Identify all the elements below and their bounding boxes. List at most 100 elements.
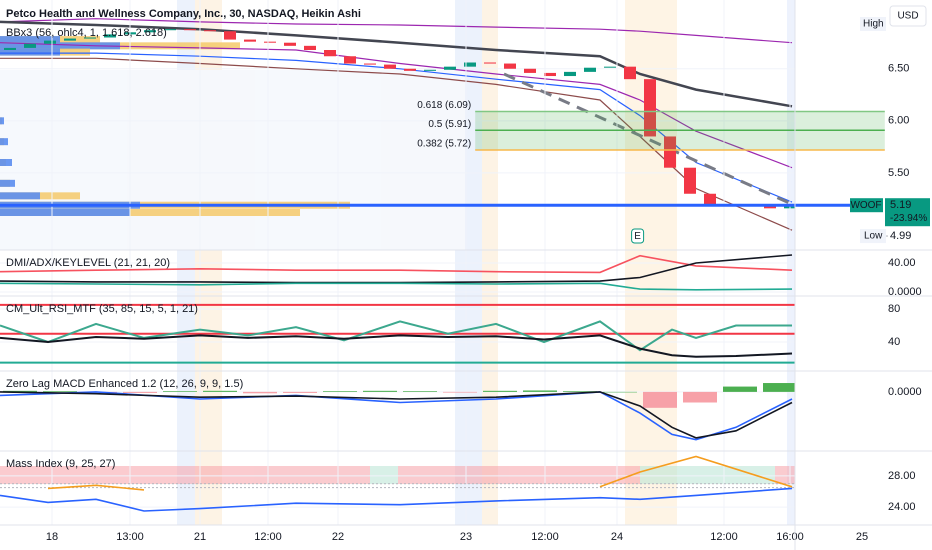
y-tick-label: 6.50 bbox=[888, 63, 909, 75]
x-tick-label: 23 bbox=[460, 531, 472, 543]
series-line bbox=[0, 320, 792, 352]
candle-body bbox=[364, 63, 376, 65]
y-tick-label: 0.0000 bbox=[888, 386, 922, 398]
candle-body bbox=[284, 42, 296, 46]
state-band bbox=[398, 466, 640, 484]
candle-body bbox=[504, 63, 516, 69]
series-line bbox=[0, 282, 793, 291]
volume-bar bbox=[0, 192, 40, 200]
last-price: 5.19 bbox=[890, 199, 911, 211]
earnings-label: E bbox=[634, 231, 641, 242]
candle-body bbox=[424, 69, 436, 71]
x-tick-label: 25 bbox=[856, 531, 868, 543]
x-tick-label: 24 bbox=[611, 531, 623, 543]
state-band bbox=[0, 466, 370, 484]
histogram-bar bbox=[523, 390, 557, 392]
series-line bbox=[0, 391, 793, 439]
series-line bbox=[503, 72, 793, 206]
fib-label: 0.618 (6.09) bbox=[417, 100, 471, 111]
candle-body bbox=[164, 29, 176, 31]
candle-body bbox=[484, 62, 496, 64]
volume-bar bbox=[0, 48, 60, 56]
candle-body bbox=[544, 72, 556, 77]
volume-bar bbox=[0, 159, 12, 166]
histogram-bar bbox=[123, 391, 157, 393]
x-tick-label: 16:00 bbox=[776, 531, 804, 543]
candle-body bbox=[104, 34, 116, 38]
volume-bar bbox=[0, 209, 130, 216]
indicator-title: DMI/ADX/KEYLEVEL (21, 21, 20) bbox=[6, 257, 170, 269]
histogram-bar bbox=[403, 391, 437, 392]
candle-body bbox=[184, 29, 196, 31]
histogram-bar bbox=[723, 386, 757, 392]
series-line bbox=[0, 334, 793, 358]
candle-body bbox=[464, 62, 476, 67]
histogram-bar bbox=[443, 391, 477, 393]
candle-body bbox=[584, 67, 596, 72]
candle-body bbox=[444, 66, 456, 70]
high-tag bbox=[860, 17, 886, 31]
volume-bar bbox=[0, 209, 300, 216]
currency-button[interactable] bbox=[889, 5, 927, 27]
volume-bar bbox=[0, 138, 8, 146]
candle-body bbox=[4, 47, 16, 50]
histogram-bar bbox=[243, 391, 277, 394]
state-band bbox=[775, 466, 795, 484]
indicator-title: Mass Index (9, 25, 27) bbox=[6, 458, 115, 470]
low-tag bbox=[860, 229, 886, 244]
histogram-bar bbox=[203, 390, 237, 392]
x-tick-label: 12:00 bbox=[254, 531, 282, 543]
mass-background bbox=[0, 466, 795, 484]
range-shade bbox=[0, 70, 465, 250]
x-tick-label: 18 bbox=[46, 531, 58, 543]
candle-body bbox=[244, 39, 256, 42]
histogram-bar bbox=[643, 391, 677, 408]
candle-body bbox=[524, 68, 536, 73]
candle-body bbox=[44, 40, 56, 44]
currency[interactable]: USD bbox=[897, 11, 918, 22]
y-tick-label: 5.50 bbox=[888, 167, 909, 179]
price-tag bbox=[885, 198, 930, 227]
histogram-bar bbox=[603, 391, 637, 393]
y-tick-label: 6.00 bbox=[888, 115, 909, 127]
x-tick-label: 12:00 bbox=[710, 531, 738, 543]
overlay: 0.618 (6.09) 0.5 (5.91) 0.382 (5.72) WOOF 5.… bbox=[0, 17, 930, 244]
candle-body bbox=[304, 45, 316, 50]
fib-label: 0.382 (5.72) bbox=[417, 139, 471, 150]
candle-body bbox=[24, 43, 36, 48]
indicator-title: CM_Ult_RSI_MTF (35, 85, 15, 5, 1, 21) bbox=[6, 303, 198, 315]
histogram-bar bbox=[163, 391, 197, 392]
candle-body bbox=[204, 30, 216, 32]
indicator-title: BBx3 (56, ohlc4, 1, 1.618, 2.618) bbox=[6, 27, 167, 39]
histogram-bar bbox=[563, 391, 597, 392]
candle-body bbox=[264, 41, 276, 43]
series-line bbox=[0, 254, 793, 284]
series-line bbox=[0, 20, 793, 108]
candle-body bbox=[684, 167, 696, 194]
y-tick-label: 24.00 bbox=[888, 501, 916, 513]
candle-body bbox=[664, 136, 676, 168]
volume-bar bbox=[0, 117, 4, 125]
candle-body bbox=[704, 193, 716, 205]
y-tick-label: 28.00 bbox=[888, 470, 916, 482]
series-line bbox=[0, 391, 793, 441]
y-tick-label: 80 bbox=[888, 303, 900, 315]
low-value: 4.99 bbox=[890, 230, 911, 242]
volume-bar bbox=[0, 42, 120, 50]
high-label: High bbox=[863, 19, 884, 30]
x-tick-label: 22 bbox=[332, 531, 344, 543]
candle-body bbox=[384, 64, 396, 69]
volume-bar bbox=[0, 179, 15, 187]
histogram-bar bbox=[763, 383, 795, 392]
candle-body bbox=[144, 30, 156, 33]
symbol-label: WOOF bbox=[850, 200, 881, 211]
candle-body bbox=[604, 66, 616, 68]
candle-body bbox=[84, 37, 96, 39]
price-change: -23.94% bbox=[890, 213, 927, 224]
candle-body bbox=[344, 56, 356, 64]
candle-body bbox=[64, 38, 76, 41]
symbol-tag bbox=[850, 198, 883, 213]
candle-body bbox=[324, 50, 336, 57]
candle-body bbox=[564, 71, 576, 77]
